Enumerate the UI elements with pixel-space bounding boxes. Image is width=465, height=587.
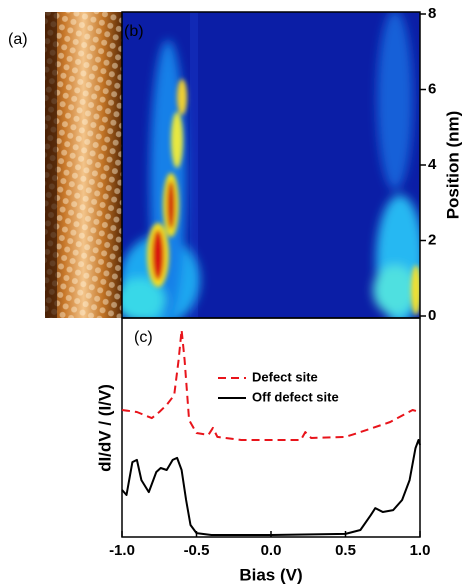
y-tick-label: 8	[428, 5, 436, 22]
y-tick-label: 4	[428, 156, 437, 173]
legend-label: Defect site	[252, 369, 318, 384]
panel-label: (b)	[124, 23, 144, 40]
x-tick-label: 1.0	[410, 542, 431, 559]
panel-label: (c)	[134, 329, 153, 346]
x-axis-label: Bias (V)	[239, 565, 302, 584]
heatmap	[122, 12, 420, 318]
y-tick-label: 6	[428, 80, 436, 97]
y-axis-label: dI/dV / (I/V)	[95, 384, 114, 472]
series-line	[121, 439, 421, 536]
x-tick-label: -0.5	[184, 542, 210, 559]
x-tick-label: 0.0	[261, 542, 282, 559]
x-tick-label: -1.0	[109, 542, 135, 559]
y-tick-label: 2	[428, 231, 436, 248]
y-axis-label: Position (nm)	[443, 111, 462, 220]
legend-label: Off defect site	[252, 389, 339, 404]
y-tick-label: 0	[428, 307, 436, 324]
stm-image	[45, 12, 122, 318]
x-tick-label: 0.5	[335, 542, 356, 559]
series-line	[121, 329, 421, 441]
panel-label: (a)	[8, 31, 28, 48]
